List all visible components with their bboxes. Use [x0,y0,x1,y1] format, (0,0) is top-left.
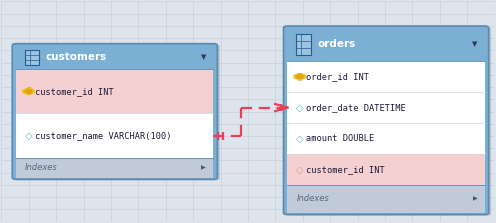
Text: ◇: ◇ [296,103,304,113]
Bar [288,154,485,185]
FancyBboxPatch shape [296,34,310,55]
Text: ▼: ▼ [472,41,477,47]
Bar [288,185,485,213]
Bar [16,69,213,114]
Text: customer_id INT: customer_id INT [35,87,114,96]
Text: order_date DATETIME: order_date DATETIME [306,103,406,112]
Circle shape [296,75,303,78]
Text: customer_id INT: customer_id INT [306,165,385,174]
Text: ▶: ▶ [201,165,206,170]
Bar [16,114,213,158]
Text: 🔑: 🔑 [26,87,31,96]
Circle shape [25,90,32,93]
Text: order_id INT: order_id INT [306,72,369,81]
FancyBboxPatch shape [15,45,220,180]
Text: ▶: ▶ [473,196,477,201]
Circle shape [23,89,34,94]
FancyBboxPatch shape [284,26,489,215]
FancyBboxPatch shape [25,50,39,65]
Text: customers: customers [46,52,107,62]
Bar [288,61,485,92]
Circle shape [294,74,306,79]
Bar [288,123,485,154]
Bar [16,158,213,178]
Bar [288,61,485,185]
Text: ◇: ◇ [296,165,304,175]
Bar [16,69,213,158]
Text: Indexes: Indexes [25,163,58,172]
Text: customer_name VARCHAR(100): customer_name VARCHAR(100) [35,131,172,140]
Text: orders: orders [317,39,355,50]
Bar [288,92,485,123]
Text: Indexes: Indexes [296,194,329,203]
Text: amount DOUBLE: amount DOUBLE [306,134,374,143]
Text: ◇: ◇ [25,131,32,141]
Text: ▼: ▼ [201,54,206,60]
FancyBboxPatch shape [12,44,217,179]
Text: ◇: ◇ [296,134,304,144]
FancyBboxPatch shape [286,27,491,216]
Text: 🔑: 🔑 [298,72,302,81]
